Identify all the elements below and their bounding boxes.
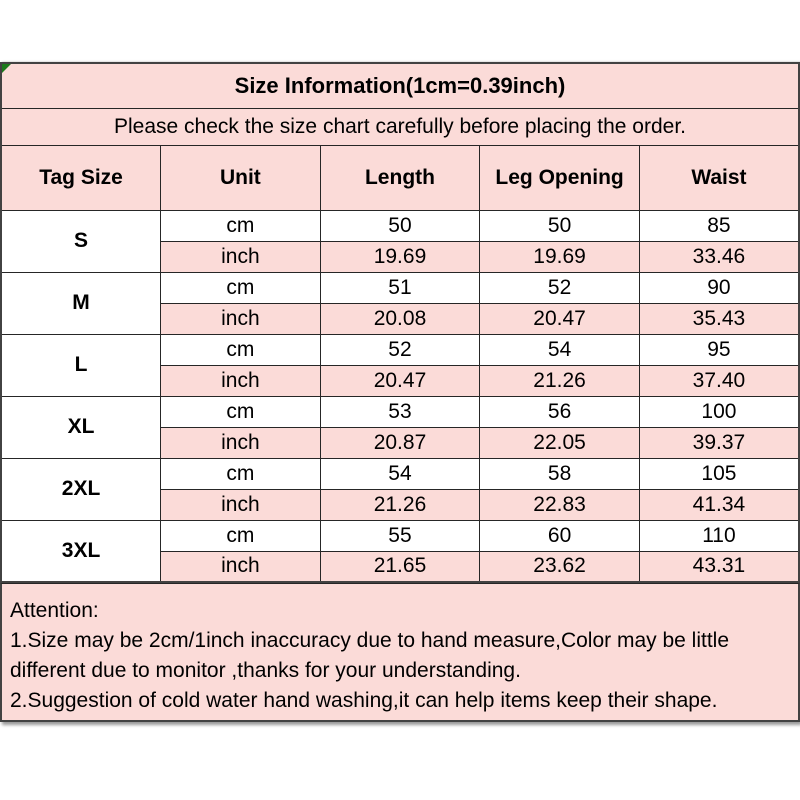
value-cell: 50 [479,209,640,242]
unit-cell: inch [160,550,321,583]
value-cell: 23.62 [479,550,640,583]
column-header-unit: Unit [160,144,321,211]
value-cell: 100 [638,395,800,428]
tag-size-cell: M [0,271,162,335]
value-cell: 53 [319,395,481,428]
attention-section: Attention: 1.Size may be 2cm/1inch inacc… [0,583,800,722]
size-table: Size Information(1cm=0.39inch) Please ch… [0,62,800,583]
size-row-3xl-cm: 3XL cm 55 60 110 [0,519,800,583]
value-cell: 33.46 [638,240,800,273]
value-cell: 22.05 [479,426,640,459]
value-cell: 21.26 [479,364,640,397]
size-row-2xl-cm: 2XL cm 54 58 105 [0,457,800,521]
size-row-m-cm: M cm 51 52 90 [0,271,800,335]
size-row-s-cm: S cm 50 50 85 [0,209,800,273]
size-row-xl-inch: inch 20.87 22.05 39.37 [1,426,800,459]
column-header-waist: Waist [638,144,800,211]
subtitle-row: Please check the size chart carefully be… [0,107,800,146]
value-cell: 20.87 [319,426,481,459]
value-cell: 58 [479,457,640,490]
tag-size-cell: 2XL [0,457,162,521]
page-title: Size Information(1cm=0.39inch) [0,62,800,109]
tag-size-cell: XL [0,395,162,459]
size-row-l-cm: L cm 52 54 95 [0,333,800,397]
column-header-tag-size: Tag Size [0,144,162,211]
value-cell: 55 [319,519,481,552]
value-cell: 19.69 [319,240,481,273]
value-cell: 21.65 [319,550,481,583]
tag-size-cell: S [0,209,162,273]
unit-cell: inch [160,240,321,273]
tag-size-cell: L [0,333,162,397]
unit-cell: cm [160,333,321,366]
size-chart: Size Information(1cm=0.39inch) Please ch… [0,62,800,722]
unit-cell: cm [160,457,321,490]
unit-cell: inch [160,364,321,397]
column-header-length: Length [319,144,481,211]
size-row-l-inch: inch 20.47 21.26 37.40 [1,364,800,397]
attention-note-2: 2.Suggestion of cold water hand washing,… [10,689,718,712]
attention-note-1: 1.Size may be 2cm/1inch inaccuracy due t… [10,629,730,682]
value-cell: 54 [479,333,640,366]
value-cell: 19.69 [479,240,640,273]
header-row: Tag Size Unit Length Leg Opening Waist [0,144,800,211]
value-cell: 22.83 [479,488,640,521]
value-cell: 20.08 [319,302,481,335]
value-cell: 52 [319,333,481,366]
size-row-3xl-inch: inch 21.65 23.62 43.31 [1,550,800,583]
value-cell: 41.34 [638,488,800,521]
size-row-xl-cm: XL cm 53 56 100 [0,395,800,459]
value-cell: 90 [638,271,800,304]
unit-cell: cm [160,519,321,552]
value-cell: 50 [319,209,481,242]
column-header-leg-opening: Leg Opening [479,144,640,211]
unit-cell: inch [160,426,321,459]
tag-size-cell: 3XL [0,519,162,583]
excel-corner-marker-icon [2,64,11,73]
value-cell: 52 [479,271,640,304]
unit-cell: cm [160,209,321,242]
value-cell: 105 [638,457,800,490]
value-cell: 20.47 [319,364,481,397]
value-cell: 54 [319,457,481,490]
value-cell: 56 [479,395,640,428]
page-subtitle: Please check the size chart carefully be… [0,107,800,146]
value-cell: 95 [638,333,800,366]
value-cell: 20.47 [479,302,640,335]
attention-heading: Attention: [10,599,99,622]
size-row-m-inch: inch 20.08 20.47 35.43 [1,302,800,335]
value-cell: 39.37 [638,426,800,459]
unit-cell: inch [160,302,321,335]
value-cell: 60 [479,519,640,552]
value-cell: 21.26 [319,488,481,521]
value-cell: 37.40 [638,364,800,397]
value-cell: 35.43 [638,302,800,335]
title-row: Size Information(1cm=0.39inch) [0,62,800,109]
value-cell: 51 [319,271,481,304]
unit-cell: inch [160,488,321,521]
size-row-s-inch: inch 19.69 19.69 33.46 [1,240,800,273]
value-cell: 43.31 [638,550,800,583]
value-cell: 110 [638,519,800,552]
unit-cell: cm [160,395,321,428]
unit-cell: cm [160,271,321,304]
value-cell: 85 [638,209,800,242]
